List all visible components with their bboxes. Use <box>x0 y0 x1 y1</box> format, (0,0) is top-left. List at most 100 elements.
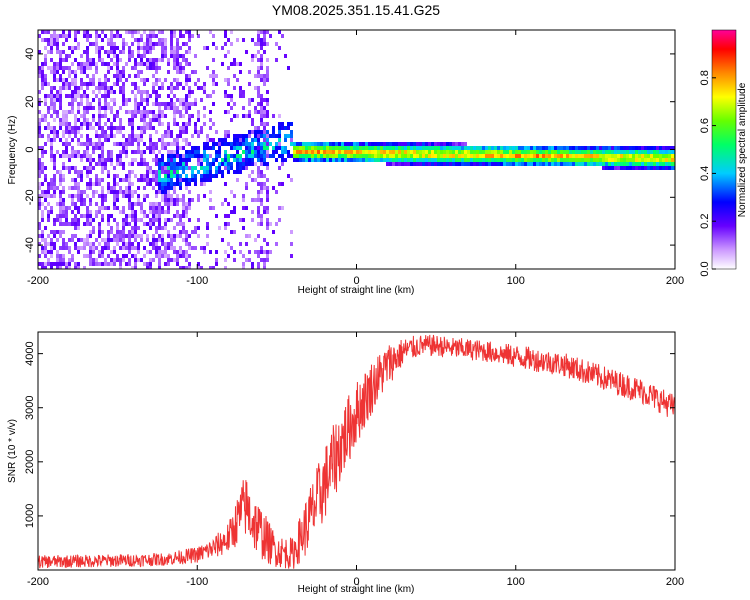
heat-cell <box>389 158 392 162</box>
heat-cell <box>266 70 269 74</box>
heat-cell <box>185 254 188 258</box>
heat-cell <box>617 150 620 154</box>
heat-cell <box>245 242 248 246</box>
heat-cell <box>206 142 209 146</box>
heat-cell <box>164 130 167 134</box>
heat-cell <box>110 90 113 94</box>
heat-cell <box>167 122 170 126</box>
heat-cell <box>188 74 191 78</box>
heat-cell <box>416 150 419 154</box>
heat-cell <box>230 142 233 146</box>
heat-cell <box>272 126 275 130</box>
heat-cell <box>53 262 56 266</box>
heat-cell <box>86 170 89 174</box>
heat-cell <box>113 142 116 146</box>
heat-cell <box>50 102 53 106</box>
heat-cell <box>269 222 272 226</box>
heat-cell <box>533 158 536 162</box>
heat-cell <box>86 50 89 54</box>
heat-cell <box>176 214 179 218</box>
heat-cell <box>134 114 137 118</box>
heat-cell <box>71 254 74 258</box>
heat-cell <box>161 198 164 202</box>
heat-cell <box>161 170 164 174</box>
heat-cell <box>239 166 242 170</box>
heat-cell <box>242 138 245 142</box>
heat-cell <box>110 214 113 218</box>
heat-cell <box>176 210 179 214</box>
heat-cell <box>137 186 140 190</box>
heat-cell <box>260 214 263 218</box>
heat-cell <box>104 62 107 66</box>
heat-cell <box>134 38 137 42</box>
heat-cell <box>122 50 125 54</box>
heat-cell <box>68 154 71 158</box>
heat-cell <box>62 166 65 170</box>
heat-cell <box>230 98 233 102</box>
heat-cell <box>131 134 134 138</box>
heat-cell <box>134 190 137 194</box>
heat-cell <box>317 142 320 146</box>
heat-cell <box>65 82 68 86</box>
heat-cell <box>50 46 53 50</box>
heat-cell <box>47 134 50 138</box>
heat-cell <box>278 166 281 170</box>
heat-cell <box>158 214 161 218</box>
heat-cell <box>65 38 68 42</box>
heat-cell <box>176 122 179 126</box>
heat-cell <box>446 162 449 166</box>
heat-cell <box>68 186 71 190</box>
heat-cell <box>86 150 89 154</box>
heat-cell <box>185 62 188 66</box>
heat-cell <box>488 162 491 166</box>
heat-cell <box>209 190 212 194</box>
heat-cell <box>392 158 395 162</box>
heat-cell <box>266 162 269 166</box>
heat-cell <box>161 46 164 50</box>
heat-cell <box>44 198 47 202</box>
heat-cell <box>146 174 149 178</box>
heat-cell <box>659 146 662 150</box>
heat-cell <box>530 158 533 162</box>
heat-cell <box>554 146 557 150</box>
heat-cell <box>383 150 386 154</box>
heat-cell <box>149 222 152 226</box>
heat-cell <box>224 154 227 158</box>
heat-cell <box>263 138 266 142</box>
heat-cell <box>122 210 125 214</box>
heat-cell <box>527 162 530 166</box>
heat-cell <box>128 198 131 202</box>
heat-cell <box>77 110 80 114</box>
heat-cell <box>143 230 146 234</box>
heat-cell <box>143 62 146 66</box>
heat-cell <box>131 182 134 186</box>
heat-cell <box>284 54 287 58</box>
heat-cell <box>146 110 149 114</box>
heat-cell <box>518 150 521 154</box>
heat-cell <box>164 218 167 222</box>
heat-cell <box>659 158 662 162</box>
heat-cell <box>149 58 152 62</box>
heat-cell <box>113 54 116 58</box>
heat-cell <box>431 146 434 150</box>
heat-cell <box>152 42 155 46</box>
heat-cell <box>251 178 254 182</box>
heat-cell <box>182 226 185 230</box>
heat-cell <box>362 154 365 158</box>
heat-cell <box>233 250 236 254</box>
heat-cell <box>167 178 170 182</box>
heat-cell <box>308 142 311 146</box>
heat-cell <box>653 150 656 154</box>
heat-cell <box>614 166 617 170</box>
heat-cell <box>386 162 389 166</box>
heat-cell <box>353 146 356 150</box>
heat-cell <box>80 62 83 66</box>
heat-cell <box>437 158 440 162</box>
heat-cell <box>44 54 47 58</box>
heat-cell <box>272 154 275 158</box>
heat-cell <box>248 150 251 154</box>
heat-cell <box>131 150 134 154</box>
heat-cell <box>77 46 80 50</box>
heat-cell <box>104 162 107 166</box>
heat-cell <box>167 186 170 190</box>
